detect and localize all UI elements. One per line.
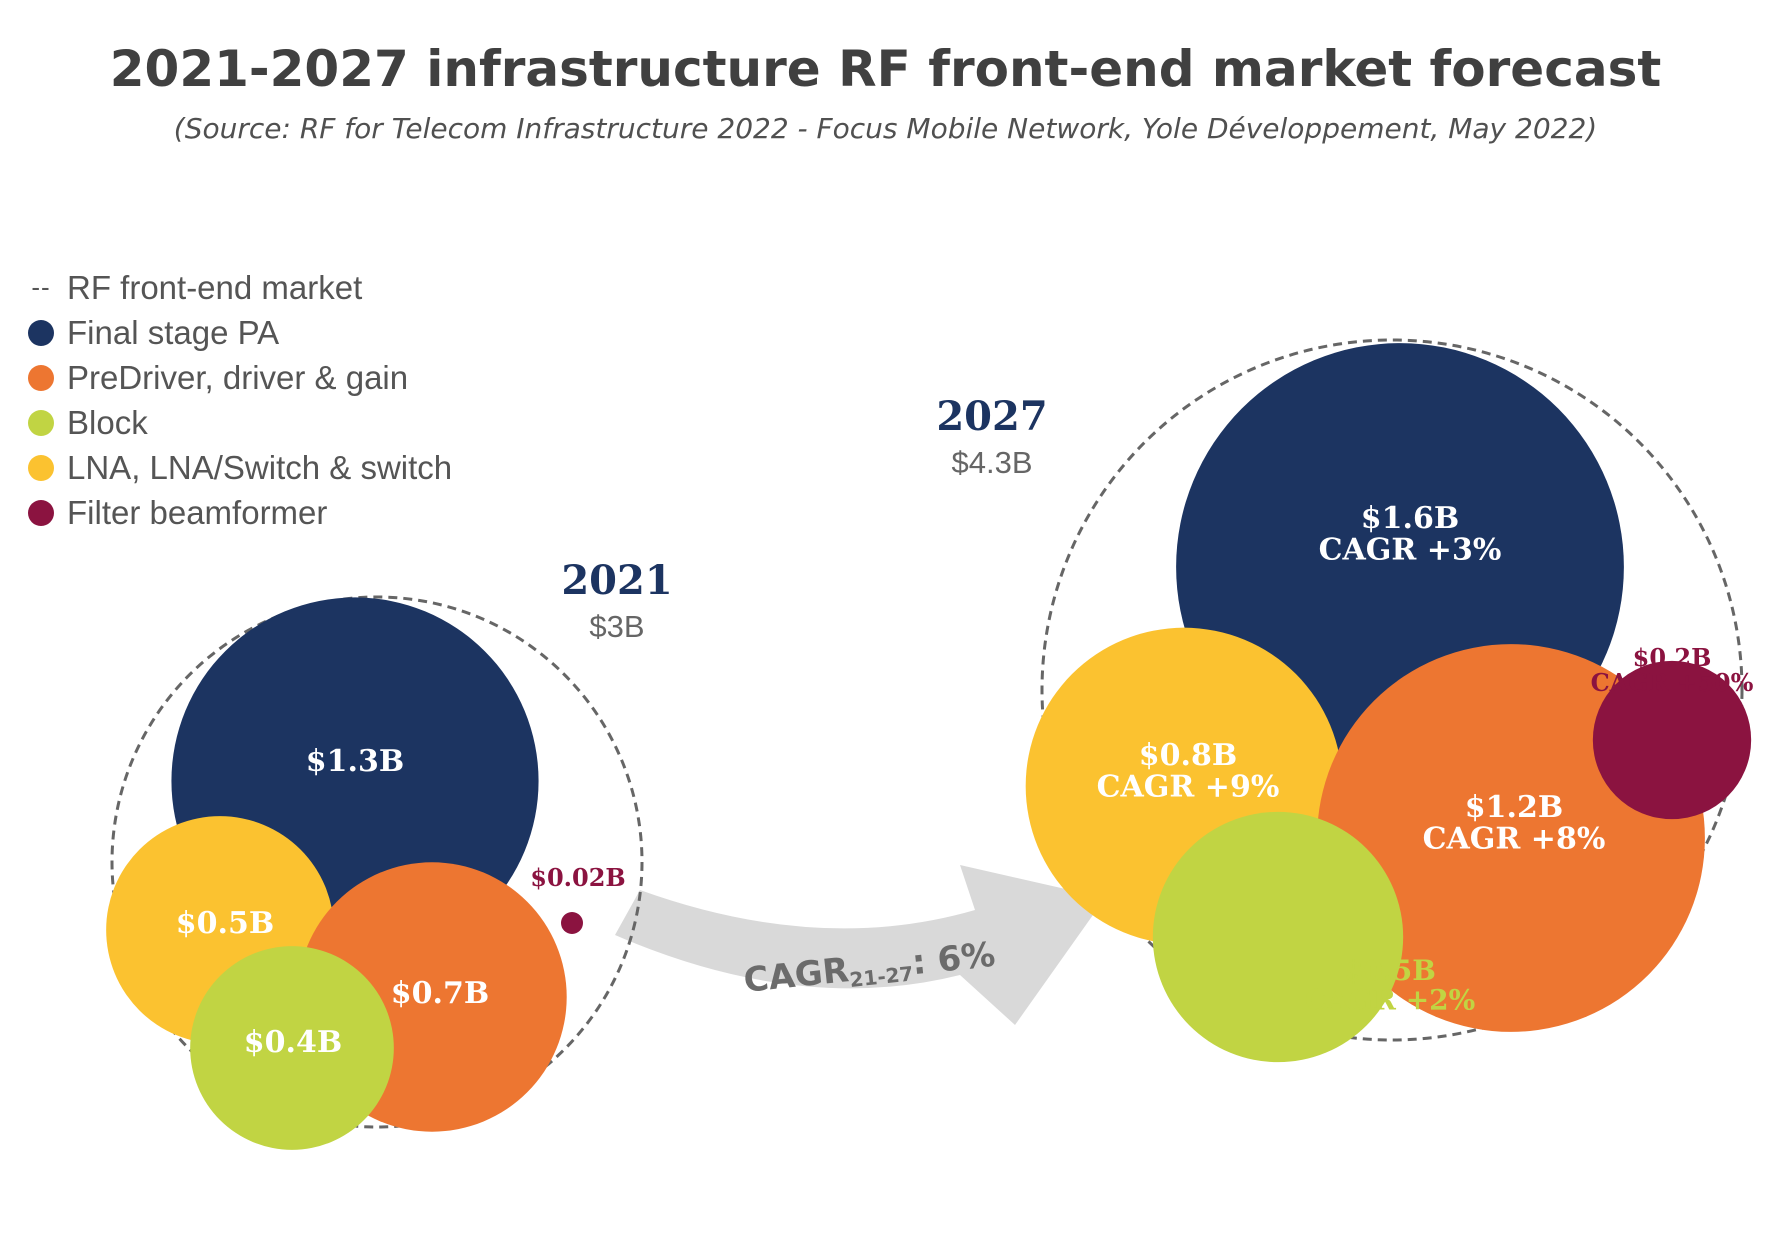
bubble-value-label: $1.6B: [1361, 501, 1459, 536]
bubble-block-2021: [190, 946, 394, 1150]
bubble-cagr-label: CAGR +9%: [1097, 770, 1280, 805]
legend-item-lna: LNA, LNA/Switch & switch: [27, 445, 452, 490]
bubble-value-label: $0.5B: [176, 906, 274, 941]
bubble-cagr-label: CAGR +3%: [1319, 533, 1502, 568]
bubble-cagr-label: CAGR +8%: [1423, 822, 1606, 857]
bubble-value-label: $0.2B: [1633, 643, 1712, 672]
bubble-value-label: $0.5B: [1344, 954, 1436, 987]
bubble-value-label: $0.7B: [391, 976, 489, 1011]
year-label-2021: 2021: [561, 557, 672, 604]
legend-label: Filter beamformer: [67, 493, 328, 531]
bubble-value-label: $1.2B: [1465, 790, 1563, 825]
bubble-filter-beamformer-2027: [1592, 660, 1752, 820]
legend-dot-icon: [28, 409, 54, 436]
legend-label: Final stage PA: [67, 313, 280, 351]
legend-item-block: Block: [27, 400, 452, 445]
legend-item-rf-front-end-market: -- RF front-end market: [27, 265, 452, 310]
bubble-value-label: $0.8B: [1139, 738, 1237, 773]
legend: -- RF front-end market Final stage PA Pr…: [27, 265, 452, 535]
bubble-block-2027: [1152, 811, 1404, 1063]
legend-label: LNA, LNA/Switch & switch: [67, 448, 453, 486]
legend-dot-icon: [28, 319, 54, 346]
chart-subtitle: (Source: RF for Telecom Infrastructure 2…: [173, 112, 1598, 145]
total-label-2027: $4.3B: [951, 445, 1032, 480]
dashed-line-icon: --: [31, 272, 51, 302]
bubble-value-label: $1.3B: [306, 744, 404, 779]
legend-item-predriver: PreDriver, driver & gain: [27, 355, 452, 400]
legend-label: PreDriver, driver & gain: [67, 358, 409, 396]
cagr-label: CAGR21-27: 6%: [742, 935, 998, 1003]
total-market-outline-2021: [110, 595, 644, 1129]
legend-dot-icon: [28, 499, 54, 526]
bubble-filter-beamformer-2021: [561, 912, 583, 934]
bubble-value-label: $0.02B: [530, 863, 625, 892]
legend-item-final-stage-pa: Final stage PA: [27, 310, 452, 355]
legend-dot-icon: [28, 454, 54, 481]
legend-label: RF front-end market: [67, 268, 363, 306]
bubbles-2021: $1.3B $0.5B $0.7B $0.4B $0.02B: [106, 595, 644, 1150]
bubble-value-label: $0.4B: [244, 1025, 342, 1060]
legend-dot-icon: [28, 364, 54, 391]
bubble-cagr-label: CAGR +50%: [1591, 668, 1754, 697]
total-market-outline-2027: [1040, 338, 1744, 1042]
year-label-2027: 2027: [936, 393, 1047, 440]
chart-title: 2021-2027 infrastructure RF front-end ma…: [109, 40, 1662, 98]
bubble-cagr-label: CAGR +2%: [1305, 983, 1476, 1016]
growth-arrow-icon: [615, 865, 1105, 1025]
total-label-2021: $3B: [589, 609, 644, 644]
legend-label: Block: [67, 403, 148, 441]
legend-item-filter-beamformer: Filter beamformer: [27, 490, 452, 535]
